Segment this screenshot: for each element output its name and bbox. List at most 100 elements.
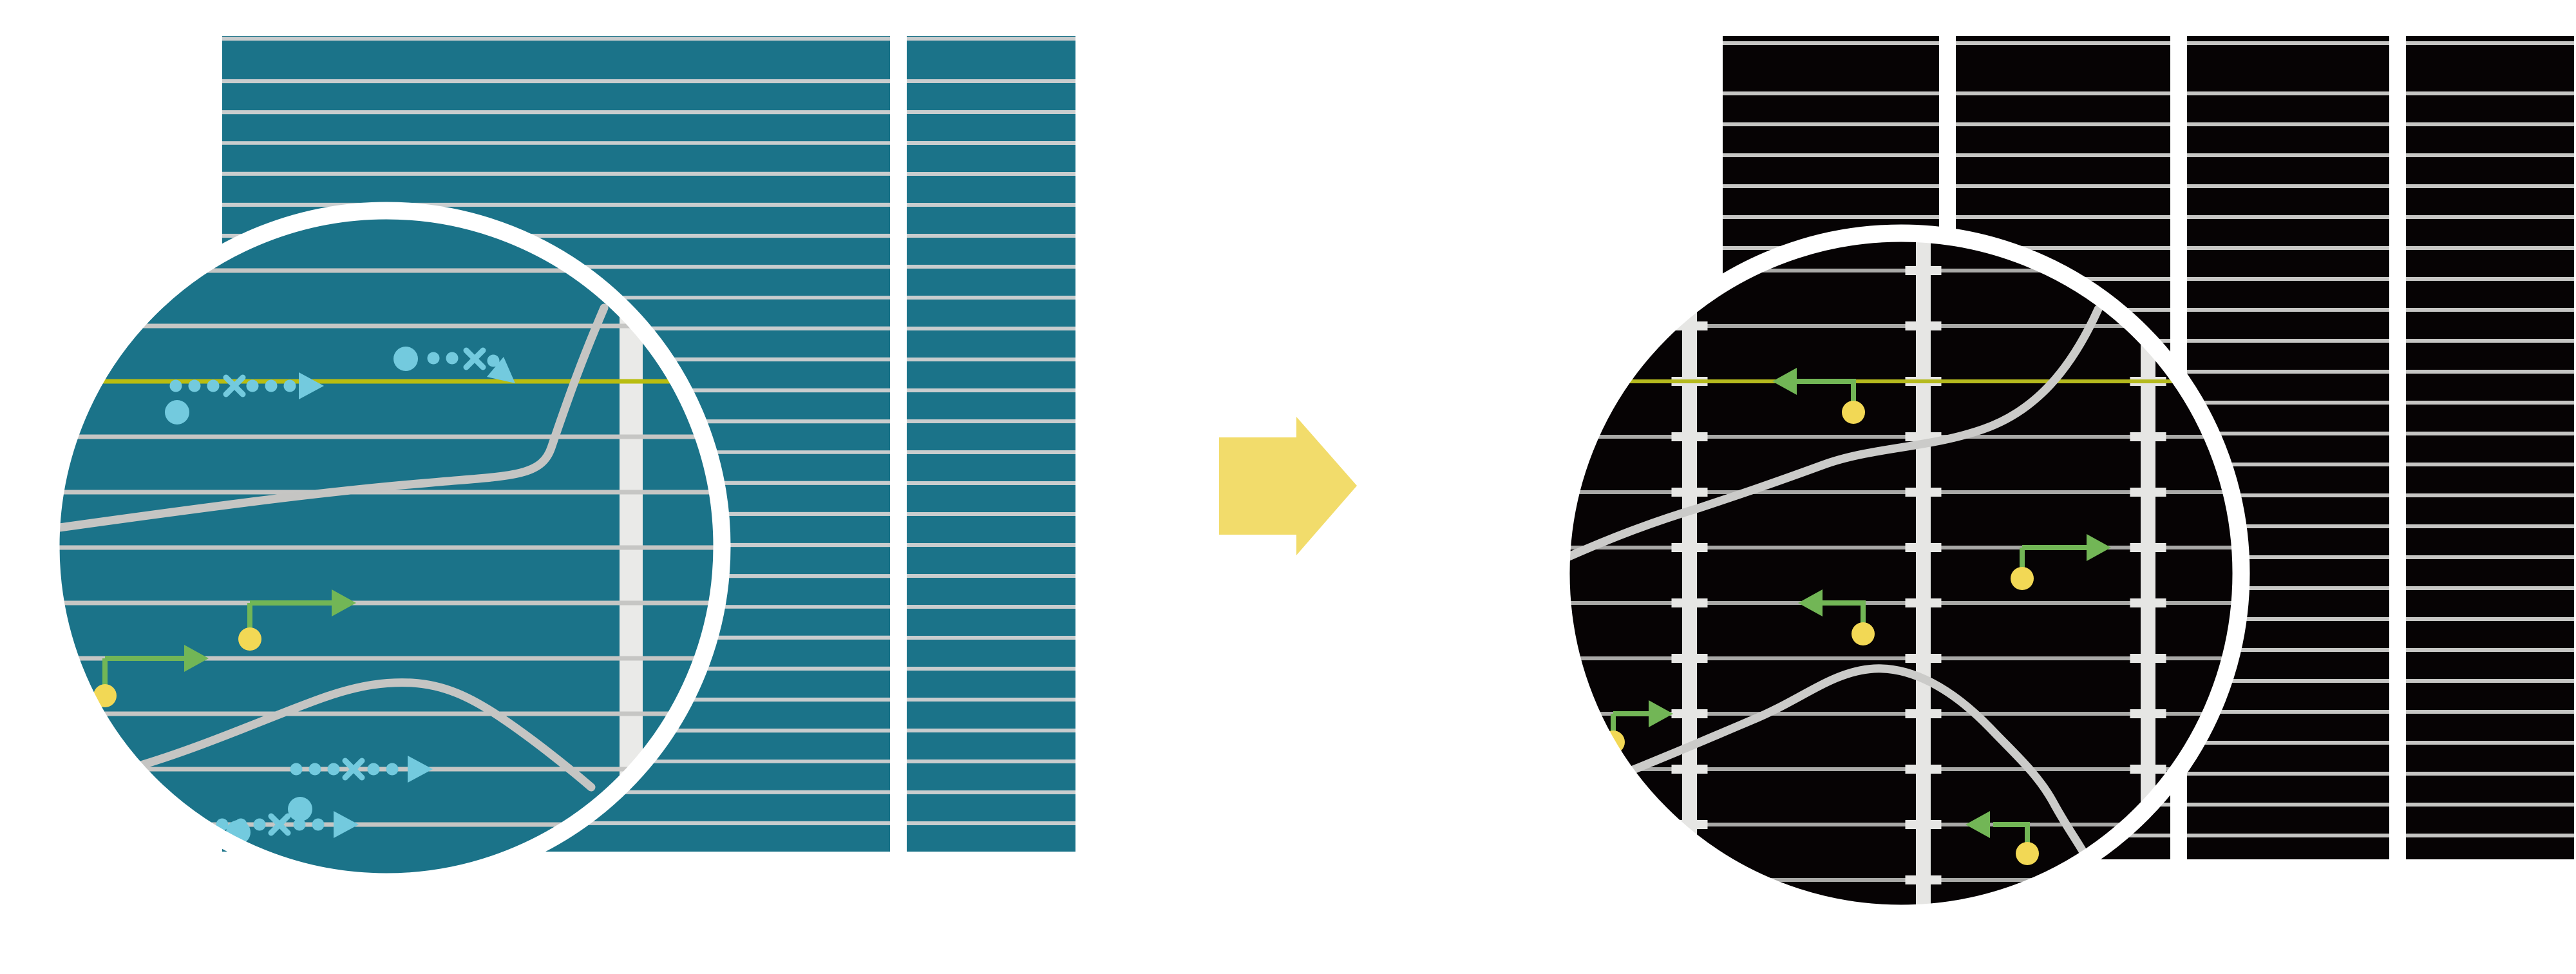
recombination-cross-icon — [268, 813, 291, 836]
arrowhead-icon — [299, 372, 324, 399]
electron-dot — [290, 763, 303, 776]
busbar-strip — [620, 271, 643, 850]
finger-line — [1569, 878, 2233, 882]
recombination-cross-icon — [342, 758, 365, 781]
finger-line — [1569, 712, 2233, 716]
finger-line — [1569, 435, 2233, 439]
arrowhead-icon — [1965, 811, 1990, 838]
solder-tab — [2130, 709, 2166, 718]
finger-line — [1569, 324, 2233, 328]
solder-tab — [2130, 875, 2166, 884]
electron-dot-large — [393, 347, 418, 371]
electron-dot — [293, 818, 306, 831]
solder-tab — [1671, 266, 1708, 275]
rear-zoom-inset-ring — [1552, 224, 2250, 922]
hole-dot — [238, 627, 261, 651]
solder-tab — [1671, 432, 1708, 441]
electron-dot — [487, 354, 500, 367]
busbar-3 — [2141, 242, 2155, 905]
recombination-cross-icon — [463, 347, 486, 370]
electron-dot — [312, 818, 325, 831]
electron-dot — [308, 763, 321, 776]
inset-background — [1569, 242, 2233, 905]
solder-tab — [2130, 488, 2166, 497]
arrow-stem — [247, 603, 252, 639]
solder-tab — [1671, 654, 1708, 663]
electron-dot — [367, 763, 380, 776]
arrow-shaft — [105, 656, 187, 661]
rear-zoom-inset — [1569, 242, 2233, 905]
finger-line — [59, 600, 714, 606]
arrow-shaft — [1821, 600, 1866, 606]
hole-dot — [1842, 401, 1865, 424]
finger-line — [59, 822, 714, 827]
front-panel-cell-strip — [907, 36, 1075, 852]
arrow-shaft — [1795, 379, 1856, 384]
solder-tab — [1671, 598, 1708, 607]
solder-tab — [1905, 820, 1942, 829]
solder-tab — [1671, 875, 1708, 884]
arrowhead-icon — [1649, 700, 1673, 727]
front-zoom-inset-ring — [42, 202, 731, 891]
electron-dot-large — [165, 400, 189, 425]
busbar-1 — [1682, 242, 1697, 905]
hole-flow-arrow-2 — [93, 645, 209, 707]
solder-tab — [2130, 654, 2166, 663]
hole-flow-arrow-3 — [1798, 589, 1875, 645]
finger-line — [59, 711, 714, 716]
arrow-shaft — [250, 600, 334, 606]
arrow-shaft — [1993, 822, 2030, 827]
electron-dot — [207, 379, 220, 392]
hole-flow-arrow-1 — [1772, 368, 1865, 424]
arrow-shaft — [2022, 545, 2087, 550]
solder-tab — [2130, 432, 2166, 441]
electron-dot — [188, 379, 201, 392]
highlight-finger-line — [59, 379, 714, 384]
transform-arrow-icon — [1219, 417, 1357, 555]
solder-tab — [1905, 266, 1942, 275]
solder-tab — [1905, 488, 1942, 497]
recombination-cross-icon — [223, 374, 246, 397]
solder-tab — [2130, 266, 2166, 275]
electron-dot — [169, 379, 182, 392]
hole-dot — [1852, 622, 1875, 645]
arrowhead-icon — [408, 756, 433, 783]
electron-dot — [386, 763, 399, 776]
solder-tab — [1905, 654, 1942, 663]
finger-line — [1569, 269, 2233, 272]
busbar-2 — [1916, 242, 1931, 905]
wire-curve-lower — [132, 678, 596, 792]
hole-flow-arrow-2 — [2011, 534, 2111, 590]
solder-tab — [1671, 488, 1708, 497]
wire-curve-lower — [1591, 664, 2090, 860]
arrowhead-icon — [487, 357, 515, 383]
electron-dot — [283, 379, 296, 392]
finger-line — [59, 656, 714, 661]
solder-tab — [2130, 765, 2166, 774]
solder-tab — [1905, 709, 1942, 718]
electron-dot — [327, 763, 340, 776]
solder-tab — [1671, 543, 1708, 552]
solder-tab — [1671, 765, 1708, 774]
electron-dot — [234, 818, 247, 831]
arrowhead-icon — [1798, 589, 1823, 616]
arrowhead-icon — [334, 811, 359, 838]
arrow-shaft — [1613, 711, 1649, 716]
electron-flow-arrow-3 — [288, 756, 433, 821]
arrow-stem — [1861, 603, 1866, 634]
hole-flow-arrow-1 — [238, 589, 356, 651]
finger-line — [1569, 601, 2233, 605]
arrowhead-icon — [332, 589, 356, 616]
rear-panel-cell-4 — [2406, 36, 2574, 859]
finger-line — [1569, 490, 2233, 494]
hole-dot — [2016, 842, 2039, 865]
solder-tab — [2130, 543, 2166, 552]
finger-line — [59, 268, 714, 273]
arrowhead-icon — [1772, 368, 1797, 395]
wire-curve-upper — [1569, 305, 2103, 561]
finger-line — [1569, 546, 2233, 549]
arrow-stem — [1611, 714, 1616, 742]
solder-tab — [2130, 598, 2166, 607]
